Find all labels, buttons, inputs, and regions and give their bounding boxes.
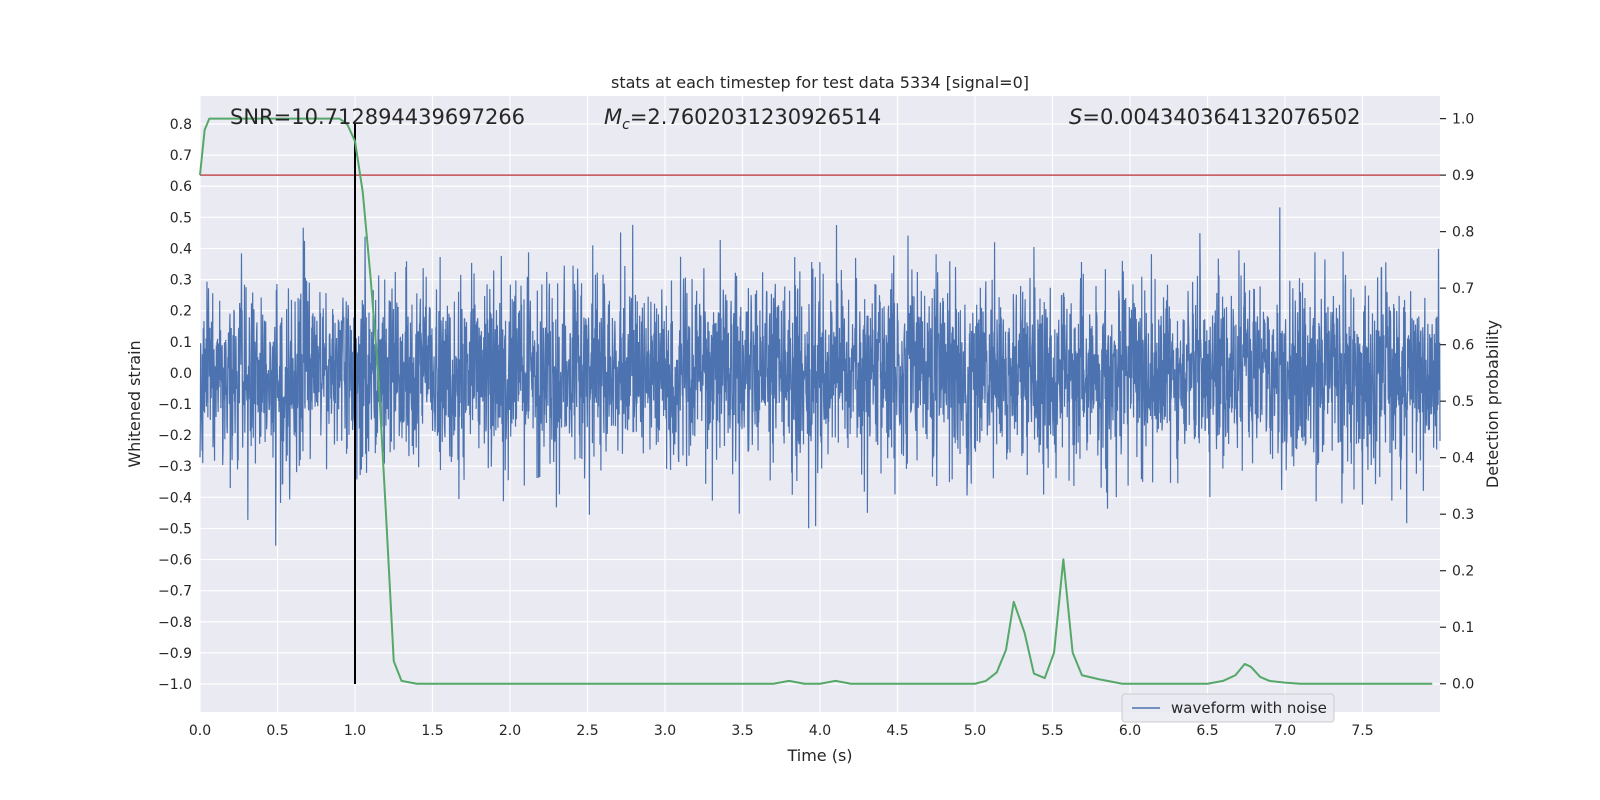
chart-title: stats at each timestep for test data 533… <box>611 73 1029 92</box>
y2-tick-label: 0.7 <box>1452 281 1474 297</box>
y2-tick-label: 1.0 <box>1452 112 1474 128</box>
y-tick-label: 0.3 <box>170 273 192 289</box>
y2-tick-label: 0.5 <box>1452 394 1474 410</box>
chirp-mass-annotation: Mc=2.7602031230926514 <box>604 105 881 133</box>
y-tick-label: −0.9 <box>158 646 192 662</box>
y-axis-label: Whitened strain <box>125 340 144 467</box>
chirp-mass-subscript: c <box>622 117 630 133</box>
y2-tick-label: 0.6 <box>1452 338 1474 354</box>
y-tick-label: −0.6 <box>158 553 192 569</box>
y-tick-label: −0.8 <box>158 615 192 631</box>
y-tick-label: −0.7 <box>158 584 192 600</box>
y-tick-label: 0.7 <box>170 148 192 164</box>
y2-tick-label: 0.0 <box>1452 677 1474 693</box>
x-axis-label: Time (s) <box>786 746 852 765</box>
y2-tick-label: 0.9 <box>1452 168 1474 184</box>
plot-content <box>199 117 1441 685</box>
y2-tick-label: 0.8 <box>1452 225 1474 241</box>
x-tick-label: 1.0 <box>344 723 366 739</box>
y-tick-label: −0.2 <box>158 428 192 444</box>
y-tick-label: 0.8 <box>170 117 192 133</box>
x-tick-label: 3.0 <box>654 723 676 739</box>
score-symbol: S <box>1069 105 1082 129</box>
x-tick-label: 4.5 <box>886 723 908 739</box>
x-tick-label: 6.5 <box>1196 723 1218 739</box>
x-tick-label: 4.0 <box>809 723 831 739</box>
x-tick-label: 0.0 <box>189 723 211 739</box>
x-tick-label: 5.0 <box>964 723 986 739</box>
y2-axis-label: Detection probability <box>1483 320 1502 488</box>
x-tick-label: 3.5 <box>731 723 753 739</box>
x-tick-label: 0.5 <box>266 723 288 739</box>
y2-tick-label: 0.3 <box>1452 507 1474 523</box>
y2-tick-label: 0.4 <box>1452 451 1474 467</box>
legend-box <box>1121 693 1335 723</box>
y-tick-label: 0.5 <box>170 210 192 226</box>
y-tick-label: −0.3 <box>158 459 192 475</box>
chirp-mass-symbol: M <box>604 105 622 129</box>
waveform-series-line <box>199 207 1441 546</box>
snr-annotation: SNR=10.712894439697266 <box>230 105 525 129</box>
axes: 0.0 0.5 1.0 1.5 2.0 2.5 3.0 3.5 4.0 4.5 5.0 5.5 6.0 6… <box>158 112 1474 739</box>
x-tick-label: 7.5 <box>1351 723 1373 739</box>
y-tick-label: 0.0 <box>170 366 192 382</box>
x-tick-label: 2.5 <box>576 723 598 739</box>
chirp-mass-value: =2.7602031230926514 <box>630 105 881 129</box>
y-tick-label: −1.0 <box>158 677 192 693</box>
x-tick-label: 5.5 <box>1041 723 1063 739</box>
score-value: =0.004340364132076502 <box>1082 105 1360 129</box>
x-tick-label: 7.0 <box>1274 723 1296 739</box>
y-tick-label: 0.1 <box>170 335 192 351</box>
y-tick-label: −0.5 <box>158 521 192 537</box>
x-tick-label: 1.5 <box>421 723 443 739</box>
detection-probability-line <box>199 117 1433 685</box>
y-tick-label: −0.1 <box>158 397 192 413</box>
score-annotation: S=0.004340364132076502 <box>1069 105 1360 129</box>
x-tick-label: 6.0 <box>1119 723 1141 739</box>
legend[interactable]: waveform with noise <box>1121 693 1335 723</box>
y2-tick-label: 0.2 <box>1452 564 1474 580</box>
y-tick-label: 0.2 <box>170 304 192 320</box>
legend-label: waveform with noise <box>1171 699 1327 717</box>
y-tick-label: 0.6 <box>170 179 192 195</box>
y2-tick-label: 0.1 <box>1452 620 1474 636</box>
x-tick-label: 2.0 <box>499 723 521 739</box>
y-tick-label: 0.4 <box>170 241 192 257</box>
y-tick-label: −0.4 <box>158 490 192 506</box>
